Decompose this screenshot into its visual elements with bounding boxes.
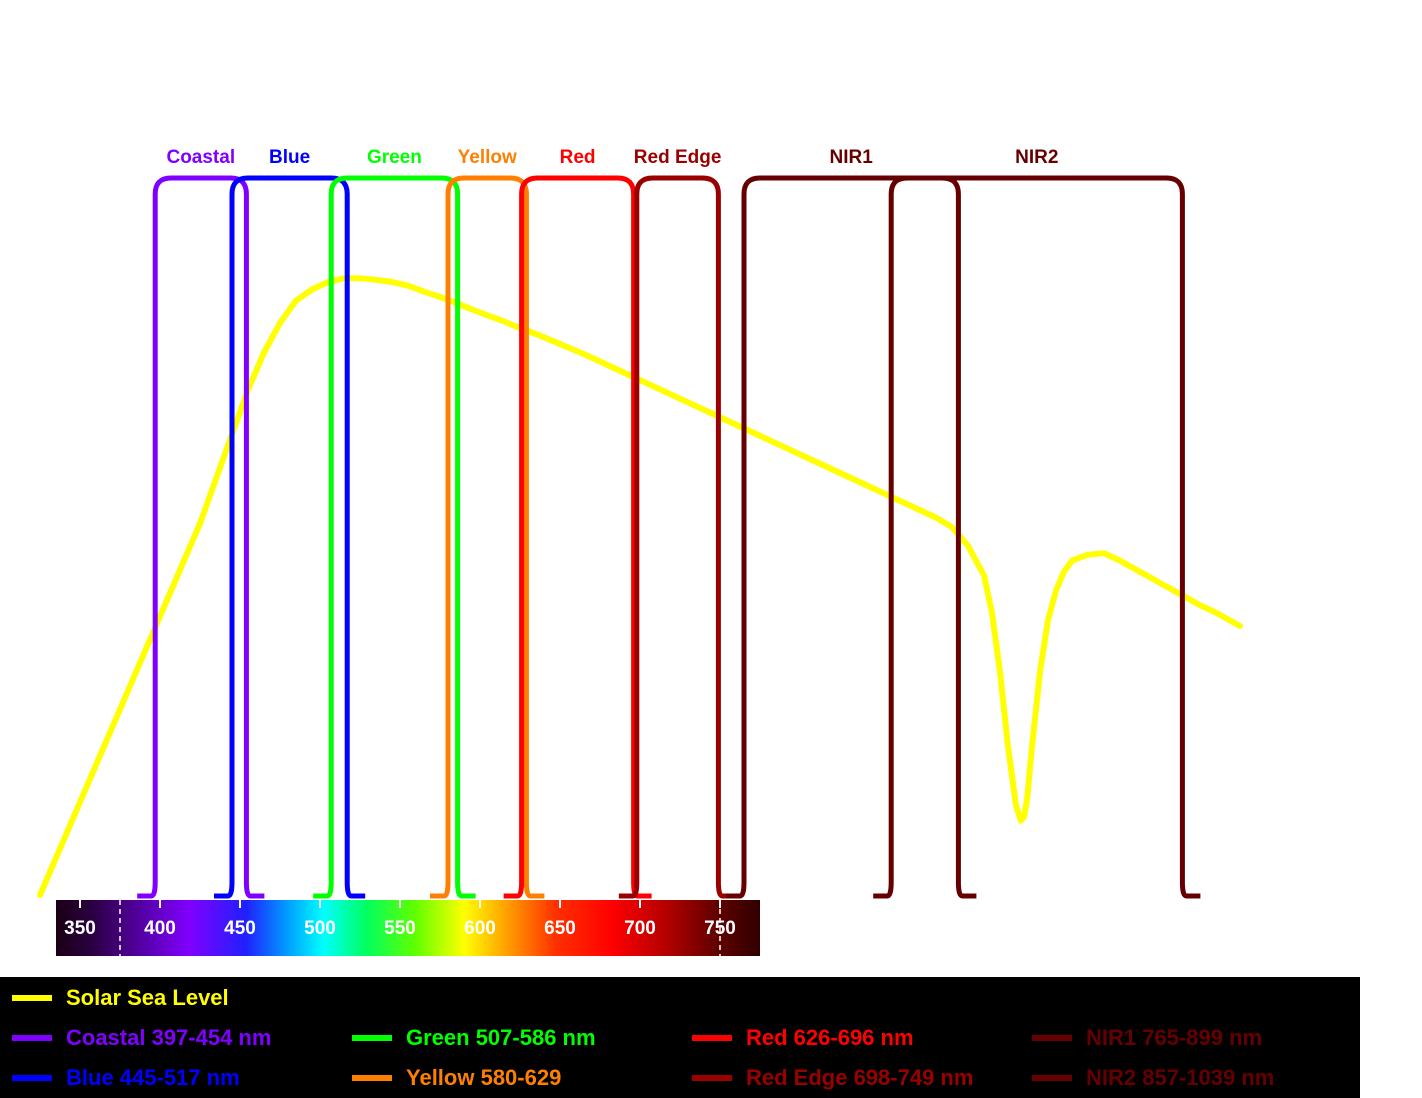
colorbar-rect [56, 900, 760, 956]
legend-swatch-nir1 [1032, 1035, 1072, 1041]
band-bracket-coastal [137, 175, 265, 899]
legend-item-blue: Blue 445-517 nm [12, 1063, 240, 1093]
legend-swatch-yellow [352, 1075, 392, 1081]
x-tick-label: 450 [224, 918, 256, 939]
legend-label-coastal: Coastal 397-454 nm [66, 1025, 272, 1050]
band-label-green: Green [367, 147, 422, 168]
legend-label-nir1: NIR1 765-899 nm [1086, 1025, 1263, 1050]
legend-label-solar: Solar Sea Level [66, 985, 229, 1010]
legend-item-nir2: NIR2 857-1039 nm [1032, 1063, 1274, 1093]
x-tick-label: 600 [464, 918, 496, 939]
legend-label-green: Green 507-586 nm [406, 1025, 596, 1050]
legend-swatch-coastal [12, 1035, 52, 1041]
legend-swatch-green [352, 1035, 392, 1041]
band-label-nir2: NIR2 [1015, 147, 1058, 168]
band-label-red: Red [560, 147, 596, 168]
band-bracket-green [313, 175, 476, 899]
solar-curve-group [37, 275, 1243, 898]
band-label-coastal: Coastal [166, 147, 235, 168]
legend-item-green: Green 507-586 nm [352, 1023, 596, 1053]
legend-label-red-edge: Red Edge 698-749 nm [746, 1065, 974, 1090]
legend-swatch-red-edge [692, 1075, 732, 1081]
band-label-nir1: NIR1 [830, 147, 874, 168]
wavelength-colorbar [56, 900, 760, 956]
legend-label-nir2: NIR2 857-1039 nm [1086, 1065, 1275, 1090]
legend-item-yellow: Yellow 580-629 [352, 1063, 561, 1093]
legend-item-red: Red 626-696 nm [692, 1023, 914, 1053]
x-axis: 350 400 450 500 550 600 650 700 750 [64, 900, 736, 939]
band-label-red-edge: Red Edge [634, 147, 722, 168]
band-bracket-blue [214, 175, 366, 899]
x-tick-label: 650 [544, 918, 576, 939]
x-tick-label: 550 [384, 918, 416, 939]
legend-label-red: Red 626-696 nm [746, 1025, 914, 1050]
legend-swatch-red [692, 1035, 732, 1041]
legend-swatch-nir2 [1032, 1075, 1072, 1081]
band-bracket-red-edge [618, 175, 737, 899]
band-label-blue: Blue [269, 147, 310, 168]
bands-group: Coastal Blue Green Yellow Red Red Edge NIR1 NIR… [137, 147, 1201, 899]
band-label-yellow: Yellow [458, 147, 517, 168]
legend-item-solar: Solar Sea Level [12, 983, 229, 1013]
solar-curve-line [37, 275, 1243, 898]
legend-label-blue: Blue 445-517 nm [66, 1065, 240, 1090]
legend-item-red-edge: Red Edge 698-749 nm [692, 1063, 973, 1093]
x-tick-label: 700 [624, 918, 656, 939]
legend-label-yellow: Yellow 580-629 [406, 1065, 562, 1090]
legend-swatch-solar [12, 995, 52, 1001]
legend-item-coastal: Coastal 397-454 nm [12, 1023, 271, 1053]
x-tick-label: 750 [704, 918, 736, 939]
band-bracket-nir1 [726, 175, 977, 899]
band-bracket-nir2 [873, 175, 1201, 899]
x-tick-label: 400 [144, 918, 176, 939]
x-tick-label: 500 [304, 918, 336, 939]
band-bracket-yellow [430, 175, 545, 899]
legend: Solar Sea Level Coastal 397-454 nm Blue … [0, 977, 1360, 1098]
legend-swatch-blue [12, 1075, 52, 1081]
legend-item-nir1: NIR1 765-899 nm [1032, 1023, 1262, 1053]
x-tick-label: 350 [64, 918, 96, 939]
